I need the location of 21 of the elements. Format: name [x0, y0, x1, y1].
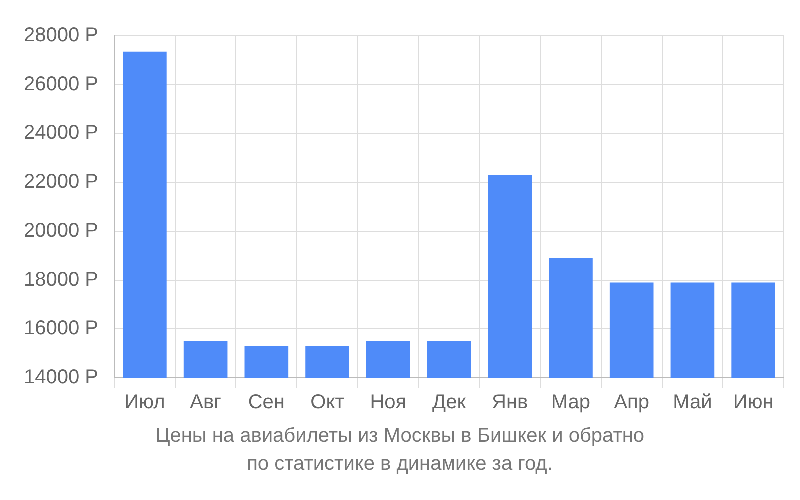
x-tick-label: Сен [248, 392, 285, 414]
x-tick-label: Апр [614, 392, 650, 414]
x-tick-label: Июл [124, 392, 166, 414]
y-tick-label: 24000 Р [24, 122, 99, 144]
x-tick-label: Окт [310, 392, 344, 414]
y-tick-label: 20000 Р [24, 220, 99, 242]
x-tick-label: Ноя [370, 392, 407, 414]
y-tick-label: 22000 Р [24, 171, 99, 194]
x-tick-label: Мар [551, 392, 591, 414]
x-tick-label: Дек [432, 392, 466, 414]
x-tick-label: Янв [492, 392, 528, 414]
y-tick-label: 26000 Р [24, 73, 99, 96]
y-tick-label: 16000 Р [24, 318, 99, 340]
y-tick-label: 14000 Р [24, 366, 99, 389]
y-tick-label: 18000 Р [24, 268, 99, 291]
x-tick-label: Июн [733, 392, 774, 414]
text: по статистике в динамике за год. [246, 452, 554, 477]
x-tick-label: Авг [190, 392, 222, 414]
x-tick-label: Май [673, 392, 712, 414]
text: Цены на авиабилеты из Москвы в Бишкек и обратно [154, 424, 646, 449]
y-tick-label: 28000 Р [24, 24, 99, 47]
